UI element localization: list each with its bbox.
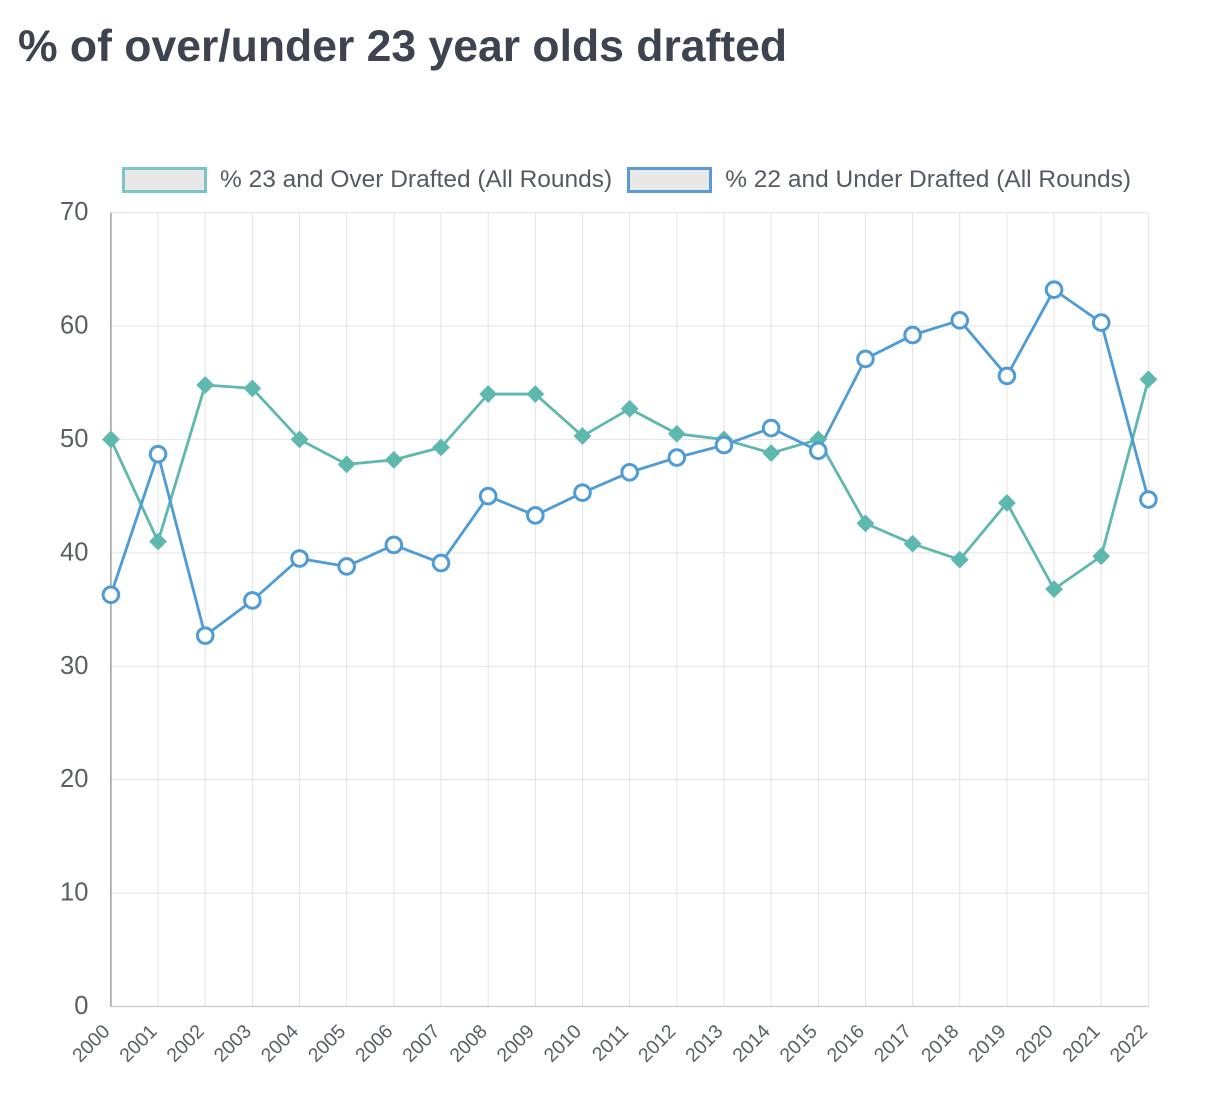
svg-text:20: 20	[60, 765, 88, 793]
svg-text:2002: 2002	[163, 1020, 209, 1066]
svg-text:2008: 2008	[445, 1020, 491, 1066]
svg-text:2003: 2003	[210, 1020, 256, 1066]
svg-text:2013: 2013	[681, 1020, 727, 1066]
svg-text:2018: 2018	[917, 1020, 963, 1066]
svg-text:30: 30	[60, 652, 88, 680]
svg-text:50: 50	[60, 425, 88, 453]
svg-text:2016: 2016	[823, 1020, 869, 1066]
svg-text:2015: 2015	[776, 1020, 822, 1066]
svg-text:2014: 2014	[728, 1020, 774, 1066]
svg-text:70: 70	[60, 198, 88, 226]
svg-text:2010: 2010	[540, 1020, 586, 1066]
svg-text:2006: 2006	[351, 1020, 397, 1066]
svg-text:2021: 2021	[1059, 1020, 1105, 1066]
svg-text:2012: 2012	[634, 1020, 680, 1066]
svg-text:2001: 2001	[115, 1020, 161, 1066]
svg-text:10: 10	[60, 879, 88, 907]
svg-text:2005: 2005	[304, 1020, 350, 1066]
svg-text:2022: 2022	[1106, 1020, 1152, 1066]
svg-text:2011: 2011	[588, 1020, 633, 1065]
svg-text:2000: 2000	[68, 1020, 114, 1066]
svg-text:2020: 2020	[1011, 1020, 1057, 1066]
svg-text:2019: 2019	[964, 1020, 1010, 1066]
svg-text:2007: 2007	[398, 1020, 444, 1066]
svg-text:60: 60	[60, 312, 88, 340]
svg-text:2017: 2017	[870, 1020, 916, 1066]
svg-text:0: 0	[74, 992, 88, 1020]
svg-text:2009: 2009	[493, 1020, 539, 1066]
svg-text:40: 40	[60, 538, 88, 566]
svg-text:2004: 2004	[257, 1020, 303, 1066]
